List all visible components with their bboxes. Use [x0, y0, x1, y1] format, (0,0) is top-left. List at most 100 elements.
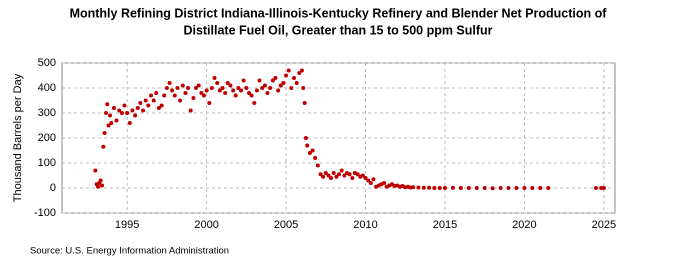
data-point: [299, 68, 304, 73]
data-point: [217, 88, 222, 93]
data-point: [180, 83, 185, 88]
data-point: [106, 123, 111, 128]
data-point: [96, 184, 101, 189]
data-point: [366, 178, 371, 183]
data-point: [220, 86, 225, 90]
data-point: [268, 86, 273, 90]
data-point: [228, 83, 233, 88]
y-tick-label: 400: [38, 82, 56, 94]
data-point: [231, 88, 236, 93]
data-point: [143, 98, 148, 103]
data-point: [310, 148, 315, 153]
data-point: [215, 81, 220, 85]
data-point: [321, 174, 326, 179]
data-point: [421, 185, 426, 190]
y-tick-label: 500: [38, 57, 56, 69]
data-point: [360, 173, 365, 178]
data-point: [133, 113, 138, 118]
x-tick-label: 1995: [115, 219, 139, 231]
x-tick-label: 2005: [274, 219, 298, 231]
data-point: [164, 86, 169, 90]
data-point: [193, 86, 198, 90]
data-point: [303, 136, 308, 140]
data-point: [347, 172, 352, 177]
data-point: [172, 93, 177, 98]
y-tick-label: 0: [50, 182, 56, 194]
data-point: [204, 88, 209, 93]
data-point: [368, 181, 373, 185]
data-point: [241, 78, 246, 83]
x-tick-label: 2010: [353, 219, 377, 231]
data-point: [442, 186, 447, 190]
data-point: [514, 186, 519, 190]
data-point: [355, 172, 360, 177]
data-point: [101, 144, 106, 149]
data-point: [297, 71, 302, 75]
data-point: [111, 106, 116, 110]
data-point: [301, 86, 306, 90]
data-point: [135, 106, 140, 110]
data-point: [183, 91, 188, 95]
data-point: [305, 143, 310, 148]
data-point: [104, 111, 109, 115]
data-point: [254, 88, 259, 93]
source-note: Source: U.S. Energy Information Administ…: [30, 246, 229, 257]
data-point: [350, 176, 355, 180]
data-point: [212, 76, 217, 80]
data-point: [498, 186, 503, 190]
data-point: [490, 186, 495, 191]
data-point: [114, 118, 119, 123]
data-point: [342, 173, 347, 178]
data-point: [249, 93, 254, 98]
x-tick-label: 2015: [433, 219, 457, 231]
data-point: [209, 86, 214, 90]
data-point: [117, 108, 122, 113]
data-point: [450, 185, 455, 190]
data-point: [318, 172, 323, 177]
data-point: [167, 81, 172, 85]
data-point: [102, 131, 107, 135]
data-point: [154, 91, 159, 95]
data-point: [119, 111, 124, 115]
data-point: [331, 171, 336, 175]
x-tick-label: 2000: [194, 219, 218, 231]
data-point: [506, 186, 511, 190]
data-point: [371, 177, 376, 182]
data-point: [336, 172, 341, 177]
data-point: [326, 173, 331, 178]
data-point: [601, 186, 606, 190]
data-point: [273, 76, 278, 80]
data-point: [207, 101, 212, 105]
y-tick-label: 100: [38, 157, 56, 169]
data-point: [313, 156, 318, 160]
data-point: [233, 93, 238, 98]
data-point: [411, 185, 416, 190]
data-point: [286, 68, 291, 73]
x-tick-label: 2025: [592, 219, 616, 231]
data-point: [276, 88, 281, 93]
y-tick-label: 200: [38, 132, 56, 144]
data-point: [302, 101, 307, 105]
data-point: [546, 186, 551, 190]
data-point: [105, 102, 110, 107]
data-point: [107, 113, 112, 118]
data-point: [363, 176, 368, 180]
data-point: [191, 96, 196, 100]
data-point: [265, 91, 270, 95]
data-point: [156, 106, 161, 110]
data-point: [289, 86, 294, 90]
data-point: [162, 93, 167, 98]
data-point: [382, 181, 387, 185]
data-point: [334, 174, 339, 179]
data-point: [530, 186, 535, 190]
y-axis-label: Thousand Barrels per Day: [12, 73, 24, 202]
data-point: [432, 186, 437, 190]
data-point: [416, 185, 421, 190]
data-point: [294, 81, 299, 85]
data-point: [109, 121, 114, 125]
data-point: [186, 86, 191, 90]
data-point: [199, 91, 204, 95]
data-point: [315, 163, 320, 168]
data-point: [458, 186, 463, 190]
